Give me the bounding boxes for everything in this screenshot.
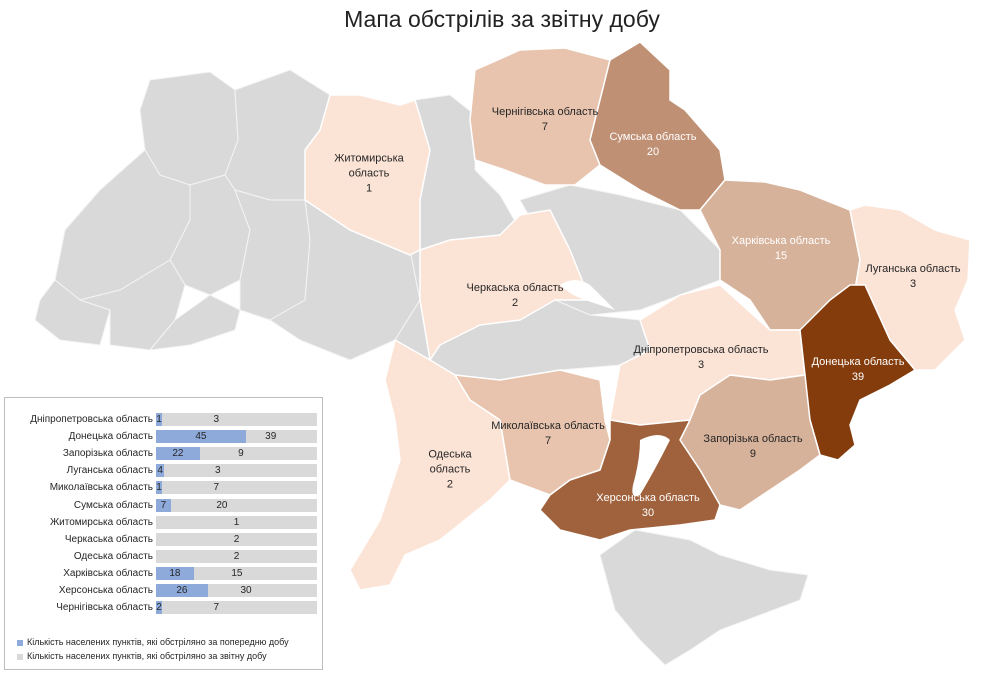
bar-current (156, 498, 317, 512)
legend-item-previous: Кількість населених пунктів, які обстріл… (17, 637, 289, 647)
bar-category-label: Харківська область (63, 567, 153, 579)
region-chernivtsi (149, 294, 241, 351)
legend-swatch-current (17, 653, 23, 660)
bar-category-label: Херсонська область (58, 585, 153, 596)
bar-previous-value: 26 (176, 585, 188, 596)
bar-current (156, 481, 317, 495)
bar-row: Одеська область 2 (5, 549, 324, 566)
bar-row: Дніпропетровська область 1 3 (5, 412, 324, 429)
bar-current-value: 3 (215, 465, 221, 477)
bar-previous (156, 413, 162, 426)
region-cherkasy (419, 209, 591, 361)
bar-previous-value: 7 (160, 499, 167, 511)
label-kherson: Херсонська область 30 (596, 492, 700, 519)
bar-previous (156, 584, 208, 597)
bar-current (156, 601, 317, 615)
bar-current-value: 1 (233, 516, 240, 528)
bar-previous (156, 566, 194, 580)
legend-label-current: Кількість населених пунктів, які обстріл… (27, 651, 267, 661)
bar-category-label: Дніпропетровська область (30, 414, 153, 425)
label-kharkiv: Харківська область 15 (731, 235, 831, 262)
label-chernihiv: Чернігівська область 7 (491, 106, 599, 133)
bar-row: Харківська область 18 15 (5, 566, 324, 583)
bar-category-label: Сумська область (73, 499, 153, 511)
bar-row: Житомирська область 1 (5, 515, 324, 532)
water (560, 280, 670, 497)
bar-current-value: 20 (216, 499, 228, 511)
bar-row: Луганська область 4 3 (5, 463, 324, 480)
legend-swatch-previous (17, 639, 23, 646)
bar-current (156, 566, 317, 580)
kremenchuk-reservoir (560, 280, 615, 310)
bar-current (156, 464, 317, 478)
bar-category-label: Миколаївська область (49, 482, 153, 494)
bar-current-value: 39 (265, 431, 277, 443)
label-sumy: Сумська область 20 (609, 131, 697, 158)
bar-row: Сумська область 7 20 (5, 498, 324, 515)
bar-category-label: Житомирська область (49, 516, 153, 528)
bar-category-label: Донецька область (68, 431, 153, 443)
bar-previous-value: 2 (156, 602, 162, 614)
legend-item-current: Кількість населених пунктів, які обстріл… (17, 651, 267, 661)
label-zhytomyr: Житомирська область 1 (334, 152, 404, 195)
bar-current-value: 2 (233, 550, 240, 562)
bar-row: Херсонська область 26 30 (5, 583, 324, 600)
bar-current (156, 413, 317, 426)
bar-current-value: 7 (213, 482, 220, 494)
label-odesa: Одеська область 2 (428, 448, 472, 491)
bar-previous (156, 464, 165, 478)
label-mykolaiv: Миколаївська область 7 (491, 420, 605, 447)
label-zaporizhzhia: Запорізька область 9 (703, 433, 803, 460)
region-khmelnytskyi (234, 189, 311, 321)
region-kherson (539, 419, 721, 541)
bar-row: Запорізька область 22 9 (5, 446, 324, 463)
colored-regions (304, 41, 971, 591)
bar-row: Миколаївська область 1 7 (5, 480, 324, 497)
region-crimea (599, 529, 809, 666)
bar-previous (156, 447, 200, 461)
bar-current-value: 7 (213, 602, 220, 614)
bar-category-label: Одеська область (73, 550, 153, 562)
bar-current (156, 532, 317, 546)
legend-label-previous: Кількість населених пунктів, які обстріл… (27, 637, 289, 647)
region-sumy (589, 41, 726, 211)
gray-regions (34, 69, 809, 666)
label-dnipropetrovsk: Дніпропетровська область 3 (633, 344, 769, 371)
bar-current-value: 15 (231, 567, 243, 579)
label-luhansk: Луганська область 3 (865, 263, 961, 290)
bar-previous-value: 4 (157, 465, 163, 477)
map-title: Мапа обстрілів за звітну добу (344, 6, 660, 32)
bar-current-value: 2 (233, 533, 240, 545)
bar-previous (156, 430, 246, 444)
region-ternopil (169, 174, 251, 296)
bar-category-label: Черкаська область (64, 533, 153, 545)
bar-current-value: 3 (213, 414, 220, 425)
bar-category-label: Луганська область (66, 465, 153, 477)
bar-row: Чернігівська область 2 7 (5, 600, 324, 617)
bar-previous (156, 601, 162, 615)
bar-previous-value: 1 (156, 482, 162, 494)
bar-previous (156, 498, 171, 512)
region-zakarpattia (34, 279, 111, 346)
bar-category-label: Чернігівська область (56, 602, 153, 614)
bar-chart-panel: Дніпропетровська область 1 3 Донецька облас… (4, 397, 323, 670)
bar-current-value: 9 (238, 448, 244, 460)
bar-current (156, 549, 317, 563)
bar-previous-value: 1 (156, 414, 162, 425)
bar-row: Донецька область 45 39 (5, 429, 324, 446)
bar-previous-value: 45 (195, 431, 207, 443)
bar-previous-value: 18 (169, 567, 181, 579)
label-donetsk: Донецька область 39 (811, 356, 905, 383)
bar-current-value: 30 (240, 585, 252, 596)
bar-previous-value: 22 (172, 448, 184, 460)
label-cherkasy: Черкаська область 2 (466, 282, 564, 309)
bar-current (156, 515, 317, 529)
bar-previous (156, 481, 162, 495)
kakhovka-reservoir (632, 435, 670, 497)
bar-row: Черкаська область 2 (5, 532, 324, 549)
bar-category-label: Запорізька область (62, 448, 153, 460)
